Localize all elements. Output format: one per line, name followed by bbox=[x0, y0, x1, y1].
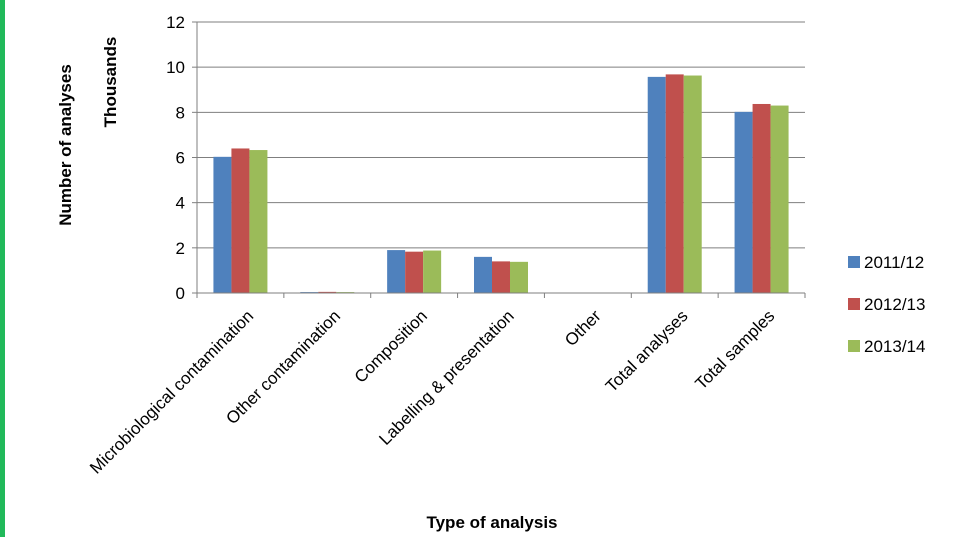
bar-2012-13-3 bbox=[492, 261, 510, 293]
bar-2013-14-3 bbox=[510, 262, 528, 293]
legend-swatch-1 bbox=[848, 298, 860, 310]
bar-2011-12-2 bbox=[387, 250, 405, 293]
bar-2011-12-0 bbox=[213, 157, 231, 293]
legend-label-0: 2011/12 bbox=[864, 253, 924, 272]
legend-swatch-0 bbox=[848, 256, 860, 268]
bar-2012-13-5 bbox=[666, 74, 684, 293]
x-tick-label-0: Microbiological contamination bbox=[86, 306, 257, 477]
bar-2013-14-6 bbox=[771, 106, 789, 293]
x-tick-label-2: Composition bbox=[351, 306, 431, 386]
bars bbox=[213, 74, 788, 293]
bar-2013-14-2 bbox=[423, 251, 441, 293]
gridlines bbox=[192, 22, 805, 293]
legend-swatch-2 bbox=[848, 340, 860, 352]
bar-2011-12-6 bbox=[735, 112, 753, 293]
y-tick-labels: 0 2 4 6 8 10 12 bbox=[166, 13, 185, 303]
x-tick-label-6: Total samples bbox=[691, 306, 778, 393]
x-axis-title: Type of analysis bbox=[426, 513, 557, 532]
x-tick-label-5: Total analyses bbox=[602, 306, 692, 396]
bar-2011-12-3 bbox=[474, 257, 492, 293]
x-tick-label-4: Other bbox=[561, 306, 605, 350]
bar-2011-12-5 bbox=[648, 77, 666, 293]
bar-2012-13-2 bbox=[405, 252, 423, 293]
y-tick-label-6: 6 bbox=[176, 149, 185, 168]
y-tick-label-10: 10 bbox=[166, 58, 185, 77]
y-tick-label-12: 12 bbox=[166, 13, 185, 32]
bar-2013-14-0 bbox=[249, 150, 267, 293]
bar-2012-13-6 bbox=[753, 104, 771, 293]
bar-2012-13-0 bbox=[231, 148, 249, 293]
y-tick-label-8: 8 bbox=[176, 103, 185, 122]
y-tick-label-2: 2 bbox=[176, 239, 185, 258]
bar-2013-14-5 bbox=[684, 76, 702, 293]
y-tick-label-0: 0 bbox=[176, 284, 185, 303]
y-axis-unit-label: Thousands bbox=[101, 37, 120, 128]
y-axis-title: Number of analyses bbox=[56, 64, 75, 226]
axes bbox=[197, 22, 805, 298]
legend-label-2: 2013/14 bbox=[864, 337, 925, 356]
legend-label-1: 2012/13 bbox=[864, 295, 925, 314]
legend: 2011/12 2012/13 2013/14 bbox=[848, 253, 925, 356]
y-tick-label-4: 4 bbox=[176, 194, 185, 213]
